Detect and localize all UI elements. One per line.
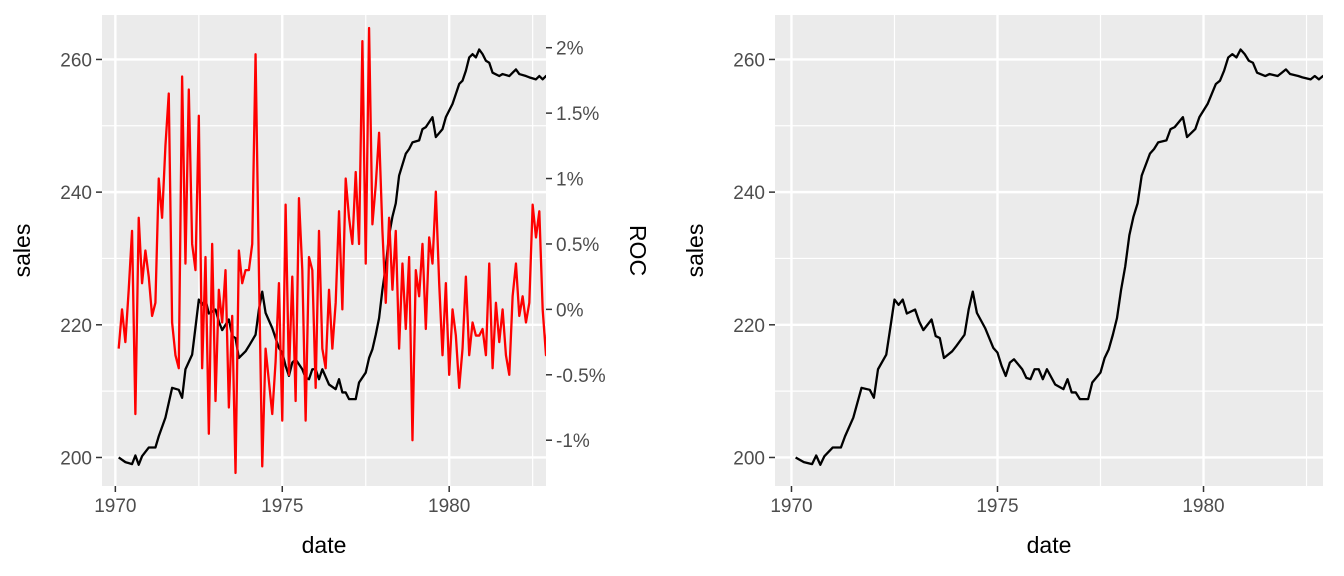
x-tick-label: 1980 (428, 496, 470, 517)
y-tick-label: 200 (733, 448, 765, 469)
x-tick-label: 1975 (261, 496, 303, 517)
y2-tick-label: -1% (556, 431, 590, 452)
y-axis-title: sales (682, 224, 708, 278)
y2-tick-label: 0% (556, 300, 584, 321)
y-tick-label: 240 (60, 183, 92, 204)
y2-tick-label: -0.5% (556, 366, 606, 387)
x-tick-label: 1975 (976, 496, 1018, 517)
chart-panel-1: 1970 1975 1980 200 220 240 260 -1% -0.5% 0% 0.5% 1%… (9, 15, 651, 558)
x-tick-label: 1970 (770, 496, 812, 517)
y2-tick-label: 1% (556, 170, 584, 191)
y-tick-label: 220 (60, 316, 92, 337)
y-tick-label: 200 (60, 448, 92, 469)
y-tick-label: 220 (733, 316, 765, 337)
plot-background (102, 15, 546, 486)
x-axis-title: date (1027, 532, 1072, 558)
series-line-1 (795, 48, 1323, 466)
y-tick-label: 260 (60, 50, 92, 71)
chart-panel-2: 1970 1975 1980 200 220 240 260 date sales (682, 15, 1323, 558)
y2-tick-label: 1.5% (556, 104, 599, 125)
y2-tick-label: 2% (556, 39, 584, 60)
y-tick-label: 260 (733, 50, 765, 71)
x-axis-title: date (302, 532, 347, 558)
x-tick-label: 1980 (1182, 496, 1224, 517)
y2-axis-title: ROC (625, 225, 651, 276)
x-tick-label: 1970 (94, 496, 136, 517)
y-axis-title: sales (9, 224, 35, 278)
plot-background (775, 15, 1323, 486)
y-tick-label: 240 (733, 183, 765, 204)
y2-tick-label: 0.5% (556, 235, 599, 256)
series-line-2 (117, 26, 546, 475)
